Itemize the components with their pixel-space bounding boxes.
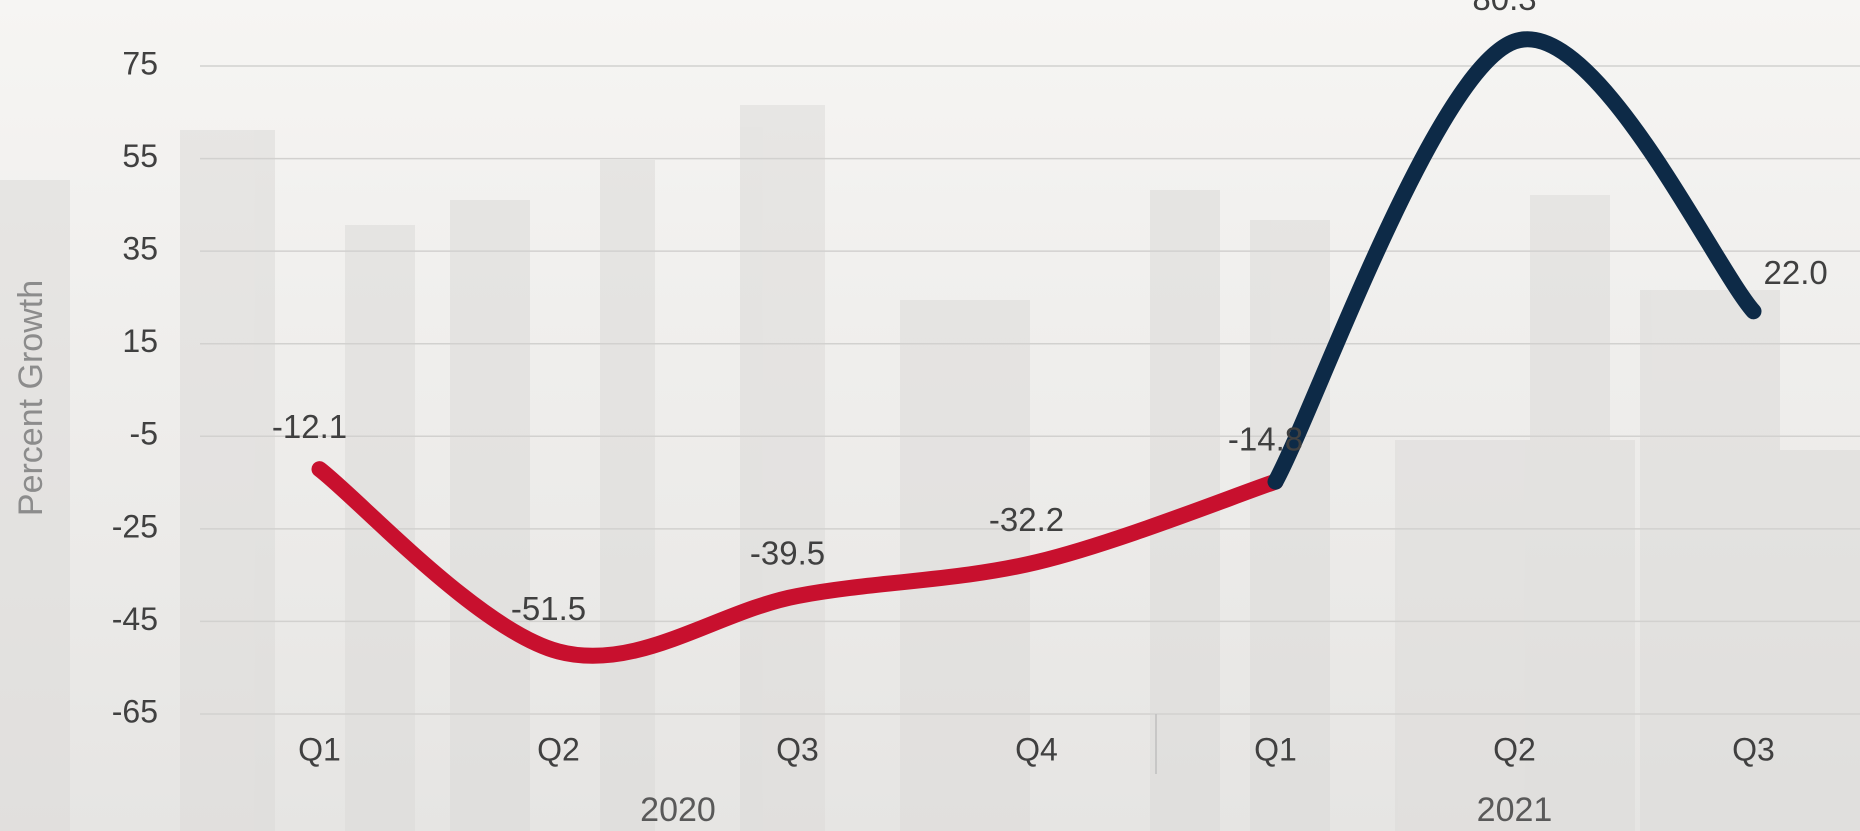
x-group-label: 2021 — [1477, 791, 1553, 829]
y-tick-label: 55 — [122, 138, 158, 174]
y-tick-label: -5 — [130, 416, 158, 452]
x-group-label: 2020 — [640, 791, 716, 829]
y-tick-label: 35 — [122, 231, 158, 267]
x-tick-label: Q3 — [776, 731, 819, 767]
data-label: -12.1 — [272, 408, 347, 445]
series-line — [1267, 31, 1762, 490]
x-tick-label: Q4 — [1015, 731, 1058, 767]
data-label: 80.3 — [1472, 0, 1536, 17]
series-line — [311, 461, 1284, 664]
y-tick-label: 75 — [122, 45, 158, 81]
data-label: -14.8 — [1228, 420, 1303, 457]
x-tick-label: Q3 — [1732, 731, 1775, 767]
data-label: -51.5 — [511, 590, 586, 627]
y-axis-title: Percent Growth — [12, 280, 50, 516]
data-label: -39.5 — [750, 535, 825, 572]
x-tick-label: Q2 — [537, 731, 580, 767]
x-tick-label: Q1 — [298, 731, 341, 767]
y-tick-label: -45 — [112, 601, 158, 637]
y-tick-label: -65 — [112, 693, 158, 729]
x-tick-label: Q2 — [1493, 731, 1536, 767]
y-tick-label: -25 — [112, 508, 158, 544]
skyline — [0, 105, 1860, 831]
x-tick-label: Q1 — [1254, 731, 1297, 767]
data-label: 22.0 — [1764, 254, 1828, 291]
data-label: -32.2 — [989, 501, 1064, 538]
y-tick-label: 15 — [122, 323, 158, 359]
